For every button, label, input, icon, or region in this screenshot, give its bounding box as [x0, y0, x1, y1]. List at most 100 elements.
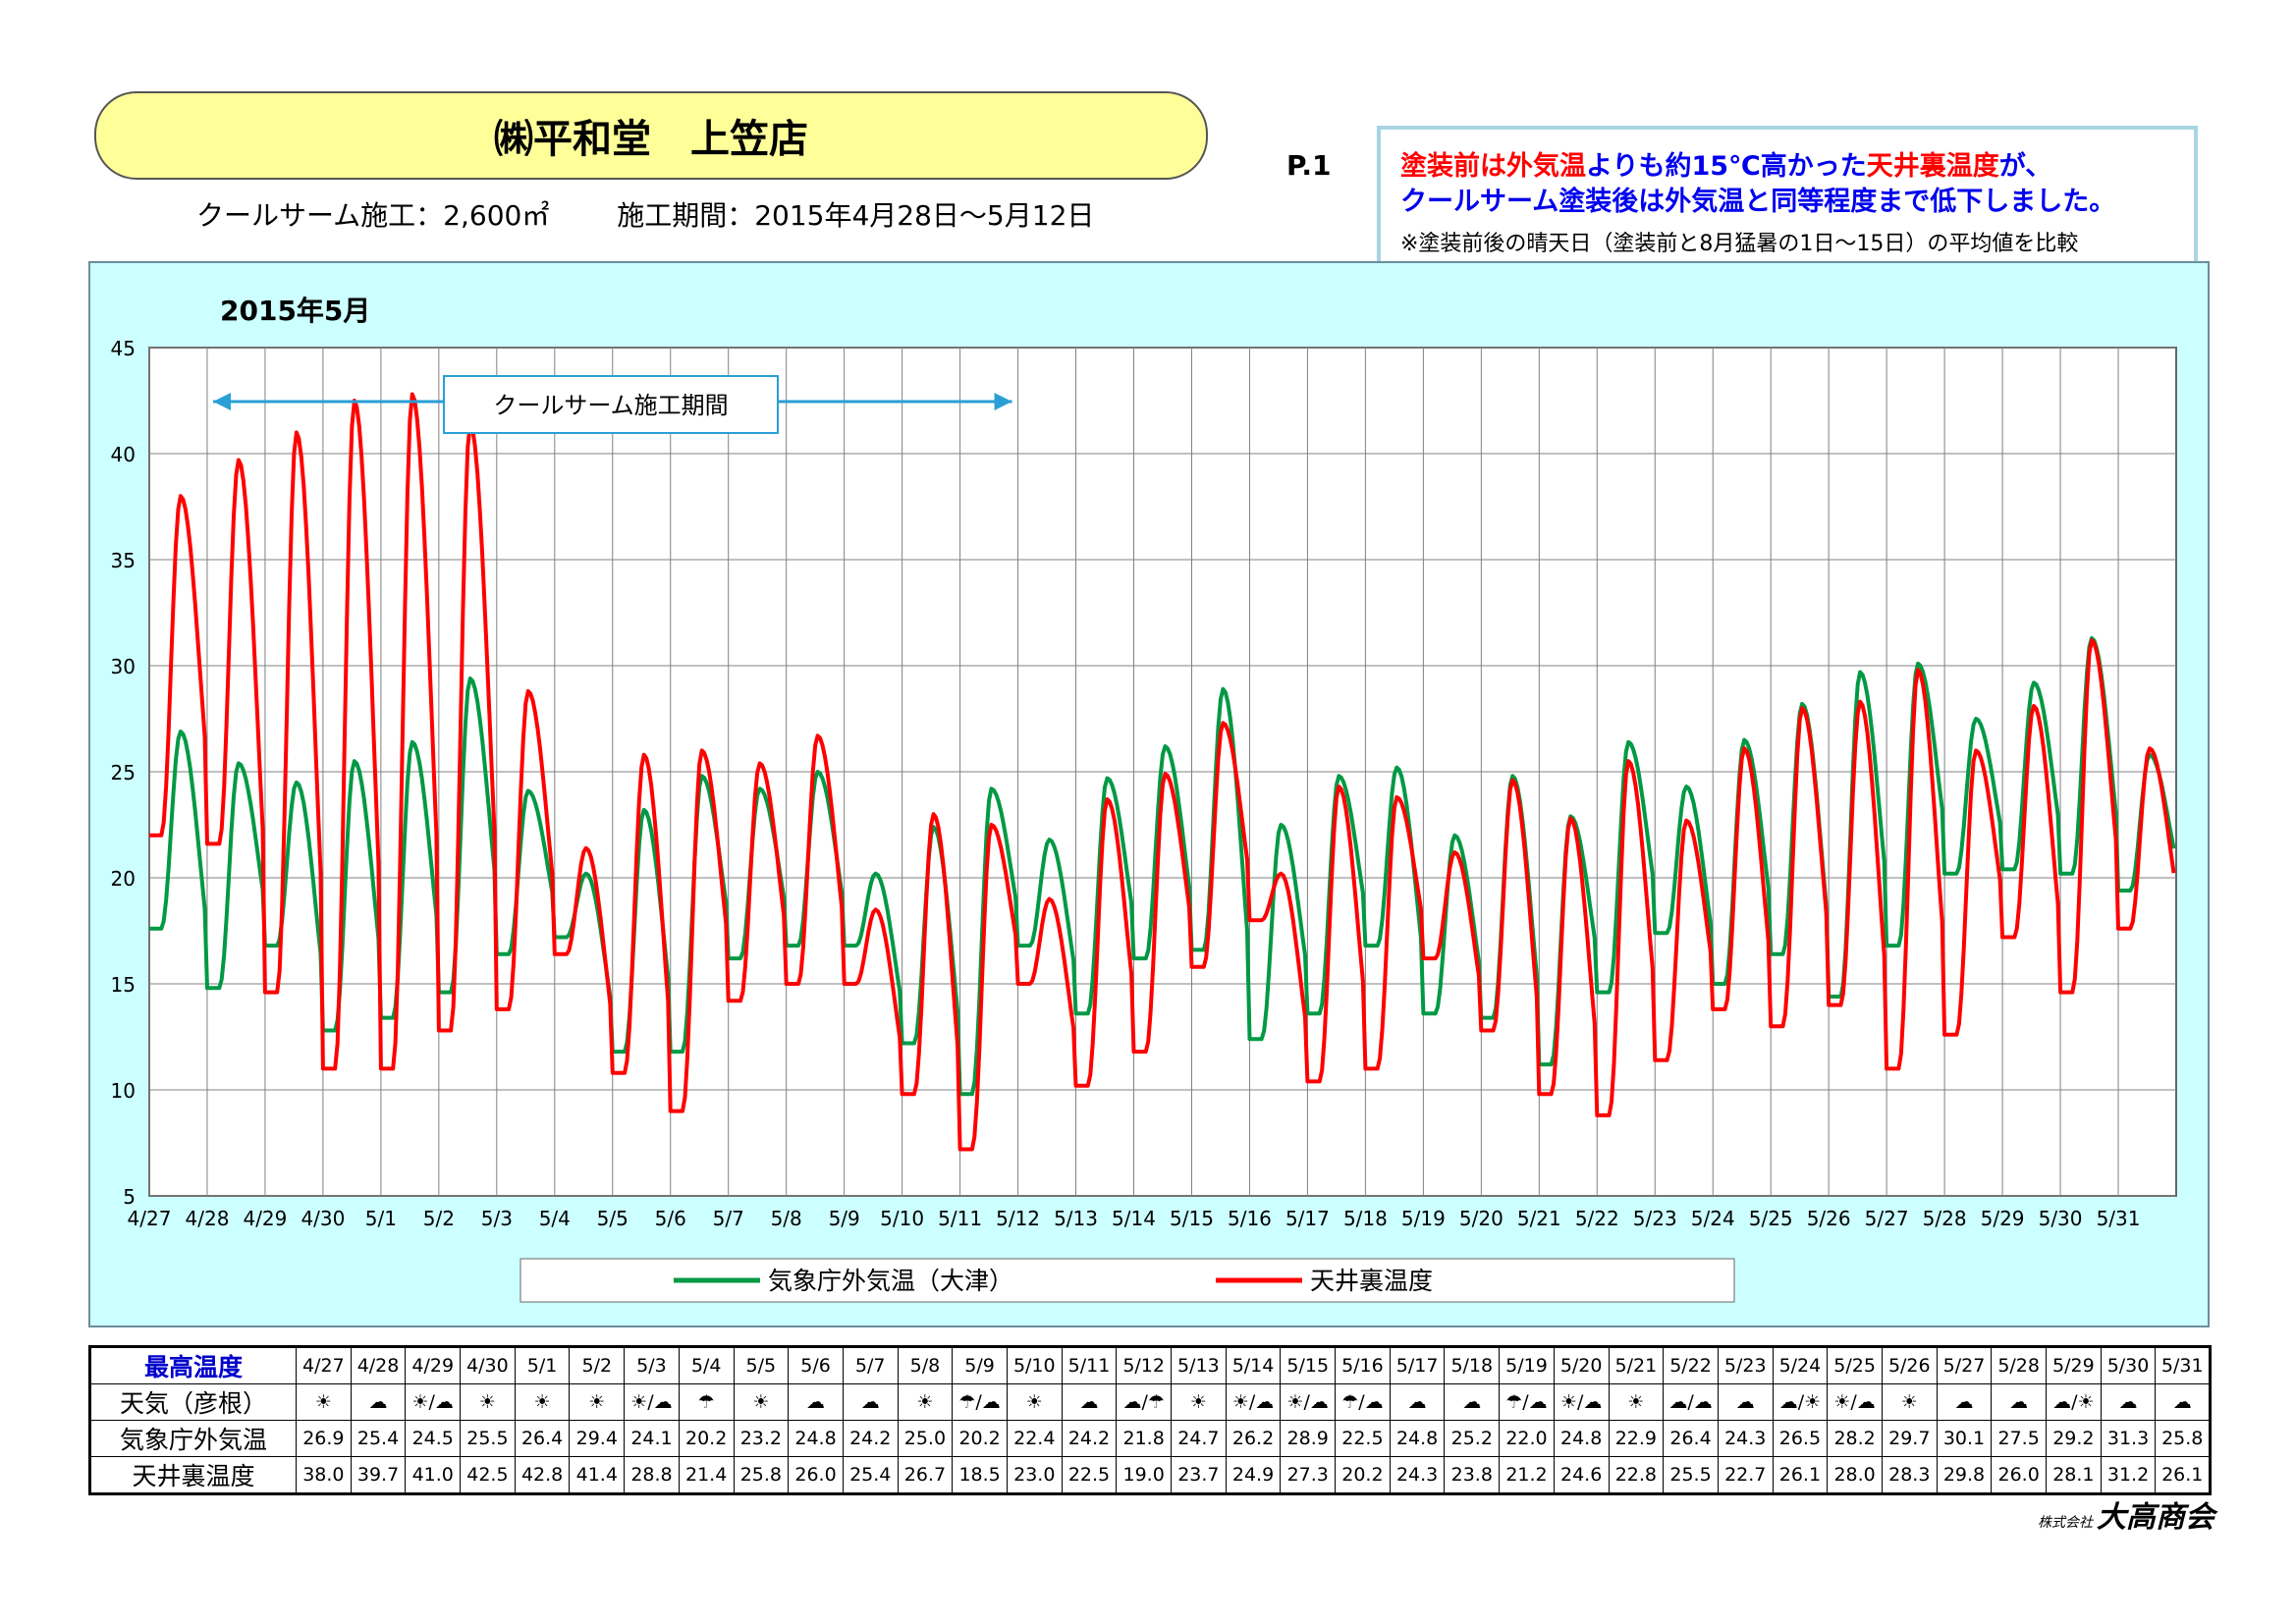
ceiling-temp-cell: 23.0	[1006, 1456, 1063, 1495]
x-tick-label: 5/9	[829, 1207, 860, 1230]
note-line-3: ※塗装前後の晴天日（塗装前と8月猛暑の1日～15日）の平均値を比較	[1400, 232, 2079, 256]
weather-icon: ☁	[788, 1383, 844, 1421]
x-tick-label: 4/27	[128, 1207, 172, 1230]
table-row-dates: 最高温度 4/27 4/28 4/29 4/30 5/1 5/2 5/3 5/4 5/5 5/6 5…	[88, 1345, 2213, 1384]
date-cell: 5/2	[569, 1345, 626, 1384]
outside-row-label: 気象庁外気温	[88, 1420, 297, 1457]
weather-icon: ☀	[1006, 1383, 1063, 1421]
date-cell: 5/23	[1717, 1345, 1774, 1384]
construction-period-annotation: クールサーム施工期間	[212, 375, 1012, 434]
x-tick-label: 4/28	[186, 1207, 230, 1230]
weather-icon: ☀	[569, 1383, 626, 1421]
page-number: P.1	[1286, 149, 1332, 182]
y-tick-label: 45	[111, 337, 136, 360]
date-cell: 5/28	[1991, 1345, 2047, 1384]
outside-temp-cell: 30.1	[1936, 1420, 1993, 1457]
weather-icon: ☁	[1444, 1383, 1501, 1421]
outside-temp-cell: 26.4	[514, 1420, 571, 1457]
ceiling-temp-cell: 31.2	[2100, 1456, 2157, 1495]
ceiling-temp-cell: 28.8	[624, 1456, 680, 1495]
weather-icon: ☁	[1061, 1383, 1118, 1421]
ceiling-temp-cell: 28.1	[2046, 1456, 2102, 1495]
x-tick-label: 5/3	[481, 1207, 513, 1230]
note-line-1: 塗装前は外気温よりも約15℃高かった天井裏温度が、	[1400, 151, 2052, 182]
ceiling-temp-cell: 22.8	[1608, 1456, 1665, 1495]
max-temperature-table: 最高温度 4/27 4/28 4/29 4/30 5/1 5/2 5/3 5/4 5/5 5/6 5…	[88, 1345, 2213, 1495]
x-tick-label: 5/21	[1517, 1207, 1561, 1230]
x-tick-label: 5/16	[1228, 1207, 1272, 1230]
weather-icon: ☁/☀	[1772, 1383, 1829, 1421]
weather-icon: ☁	[2155, 1383, 2213, 1421]
outside-temp-cell: 24.7	[1171, 1420, 1227, 1457]
y-tick-label: 15	[111, 973, 136, 997]
annotation-label: クールサーム施工期間	[493, 392, 728, 419]
date-cell: 5/1	[514, 1345, 571, 1384]
construction-period: 施工期間：2015年4月28日～5月12日	[617, 199, 1095, 232]
outside-temp-cell: 28.9	[1280, 1420, 1337, 1457]
ceiling-row-label: 天井裏温度	[88, 1456, 297, 1495]
outside-temp-cell: 25.0	[897, 1420, 954, 1457]
weather-icon: ☀/☁	[1225, 1383, 1282, 1421]
x-tick-label: 4/29	[243, 1207, 287, 1230]
outside-temp-cell: 24.2	[842, 1420, 899, 1457]
outside-temp-cell: 24.1	[624, 1420, 680, 1457]
ceiling-temp-cell: 24.9	[1225, 1456, 1282, 1495]
date-cell: 5/16	[1335, 1345, 1391, 1384]
legend: 気象庁外気温（大津） 天井裏温度	[519, 1258, 1735, 1303]
ceiling-temp-cell: 21.4	[678, 1456, 735, 1495]
ceiling-temp-cell: 25.8	[733, 1456, 790, 1495]
x-tick-label: 5/6	[655, 1207, 686, 1230]
outside-temp-cell: 24.8	[1553, 1420, 1610, 1457]
weather-icon: ☀	[1171, 1383, 1227, 1421]
x-tick-label: 5/28	[1923, 1207, 1967, 1230]
outside-temp-cell: 22.0	[1499, 1420, 1555, 1457]
x-tick-label: 5/7	[713, 1207, 744, 1230]
x-tick-label: 4/30	[301, 1207, 345, 1230]
weather-icon: ☀	[1881, 1383, 1938, 1421]
ceiling-temp-cell: 26.1	[1772, 1456, 1829, 1495]
outside-temp-cell: 20.2	[678, 1420, 735, 1457]
outside-temp-cell: 29.4	[569, 1420, 626, 1457]
outside-temp-cell: 25.5	[460, 1420, 516, 1457]
ceiling-temp-cell: 26.7	[897, 1456, 954, 1495]
weather-icon: ☂/☁	[1335, 1383, 1391, 1421]
outside-temp-cell: 26.9	[296, 1420, 352, 1457]
date-cell: 5/30	[2100, 1345, 2157, 1384]
outside-temp-cell: 22.5	[1335, 1420, 1391, 1457]
outside-temp-cell: 26.5	[1772, 1420, 1829, 1457]
table-row-outside: 気象庁外気温 26.9 25.4 24.5 25.5 26.4 29.4 24.1 20.2 2…	[88, 1420, 2213, 1457]
ceiling-temp-cell: 27.3	[1280, 1456, 1337, 1495]
date-cell: 4/29	[405, 1345, 462, 1384]
x-tick-label: 5/8	[771, 1207, 802, 1230]
series-line-ceiling	[149, 392, 2176, 1152]
ceiling-temp-cell: 41.4	[569, 1456, 626, 1495]
date-cell: 5/6	[788, 1345, 844, 1384]
date-cell: 5/21	[1608, 1345, 1665, 1384]
outside-temp-cell: 24.5	[405, 1420, 462, 1457]
date-cell: 5/11	[1061, 1345, 1118, 1384]
construction-info: クールサーム施工：2,600㎡ 施工期間：2015年4月28日～5月12日	[196, 194, 1153, 234]
x-tick-label: 5/15	[1170, 1207, 1214, 1230]
x-tick-label: 5/23	[1633, 1207, 1677, 1230]
weather-icon: ☁	[1991, 1383, 2047, 1421]
weather-icon: ☀	[514, 1383, 571, 1421]
ceiling-temp-cell: 42.8	[514, 1456, 571, 1495]
x-axis: 4/27 4/28 4/29 4/30 5/1 5/2 5/3 5/4 5/5 5/6 5/7 5/8…	[128, 1207, 2141, 1230]
outside-temp-cell: 20.2	[952, 1420, 1008, 1457]
weather-icon: ☀/☁	[1827, 1383, 1883, 1421]
outside-temp-cell: 21.8	[1116, 1420, 1172, 1457]
weather-icon: ☀	[733, 1383, 790, 1421]
outside-temp-cell: 29.2	[2046, 1420, 2102, 1457]
y-tick-label: 40	[111, 443, 136, 466]
y-tick-label: 10	[111, 1079, 136, 1103]
x-tick-label: 5/13	[1054, 1207, 1098, 1230]
ceiling-temp-cell: 28.3	[1881, 1456, 1938, 1495]
ceiling-temp-cell: 23.7	[1171, 1456, 1227, 1495]
y-tick-label: 25	[111, 761, 136, 785]
outside-temp-cell: 25.8	[2155, 1420, 2213, 1457]
date-cell: 5/7	[842, 1345, 899, 1384]
table-row-weather: 天気（彦根） ☀ ☁ ☀/☁ ☀ ☀ ☀ ☀/☁ ☂ ☀ ☁ ☁ ☀ ☂/☁ ☀ ☁ ☁/☂ ☀ ☀/☁ ☀/☁ ☂/…	[88, 1383, 2213, 1421]
ceiling-temp-cell: 25.5	[1663, 1456, 1719, 1495]
x-tick-label: 5/2	[423, 1207, 455, 1230]
